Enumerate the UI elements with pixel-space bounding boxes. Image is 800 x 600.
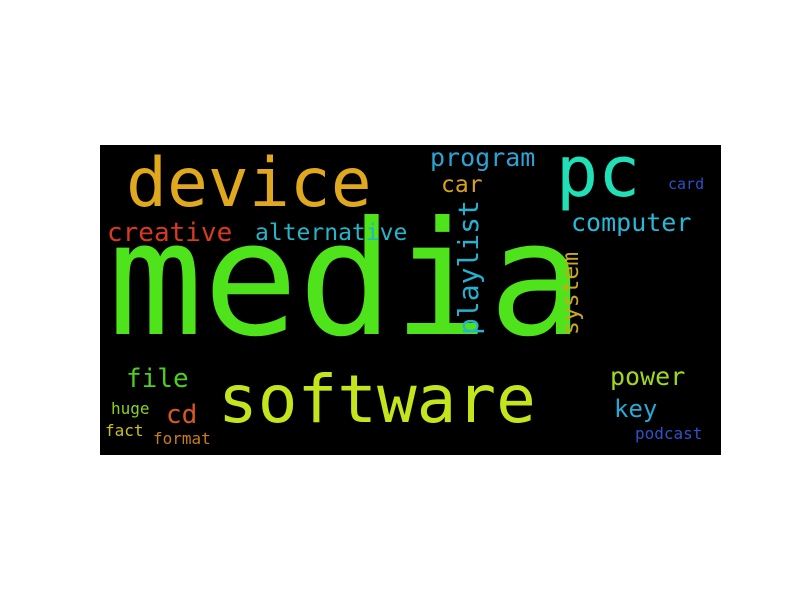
word-playlist: playlist <box>452 200 485 335</box>
word-format: format <box>153 429 211 448</box>
word-fact: fact <box>105 421 144 440</box>
word-huge: huge <box>111 399 150 418</box>
word-creative: creative <box>107 218 233 248</box>
word-computer: computer <box>571 208 692 237</box>
word-program: program <box>430 145 536 172</box>
word-alternative: alternative <box>255 220 408 246</box>
word-media: media <box>108 188 584 372</box>
word-pc: pc <box>556 145 641 213</box>
word-system: system <box>558 251 584 335</box>
word-key: key <box>614 395 658 423</box>
word-cloud: media software device pc program car car… <box>100 145 721 455</box>
word-file: file <box>126 364 189 394</box>
word-cd: cd <box>166 400 198 430</box>
word-device: device <box>126 145 372 223</box>
word-podcast: podcast <box>635 424 703 443</box>
word-card: card <box>668 175 705 193</box>
word-car: car <box>441 172 483 198</box>
word-power: power <box>610 362 686 391</box>
word-software: software <box>218 361 536 438</box>
